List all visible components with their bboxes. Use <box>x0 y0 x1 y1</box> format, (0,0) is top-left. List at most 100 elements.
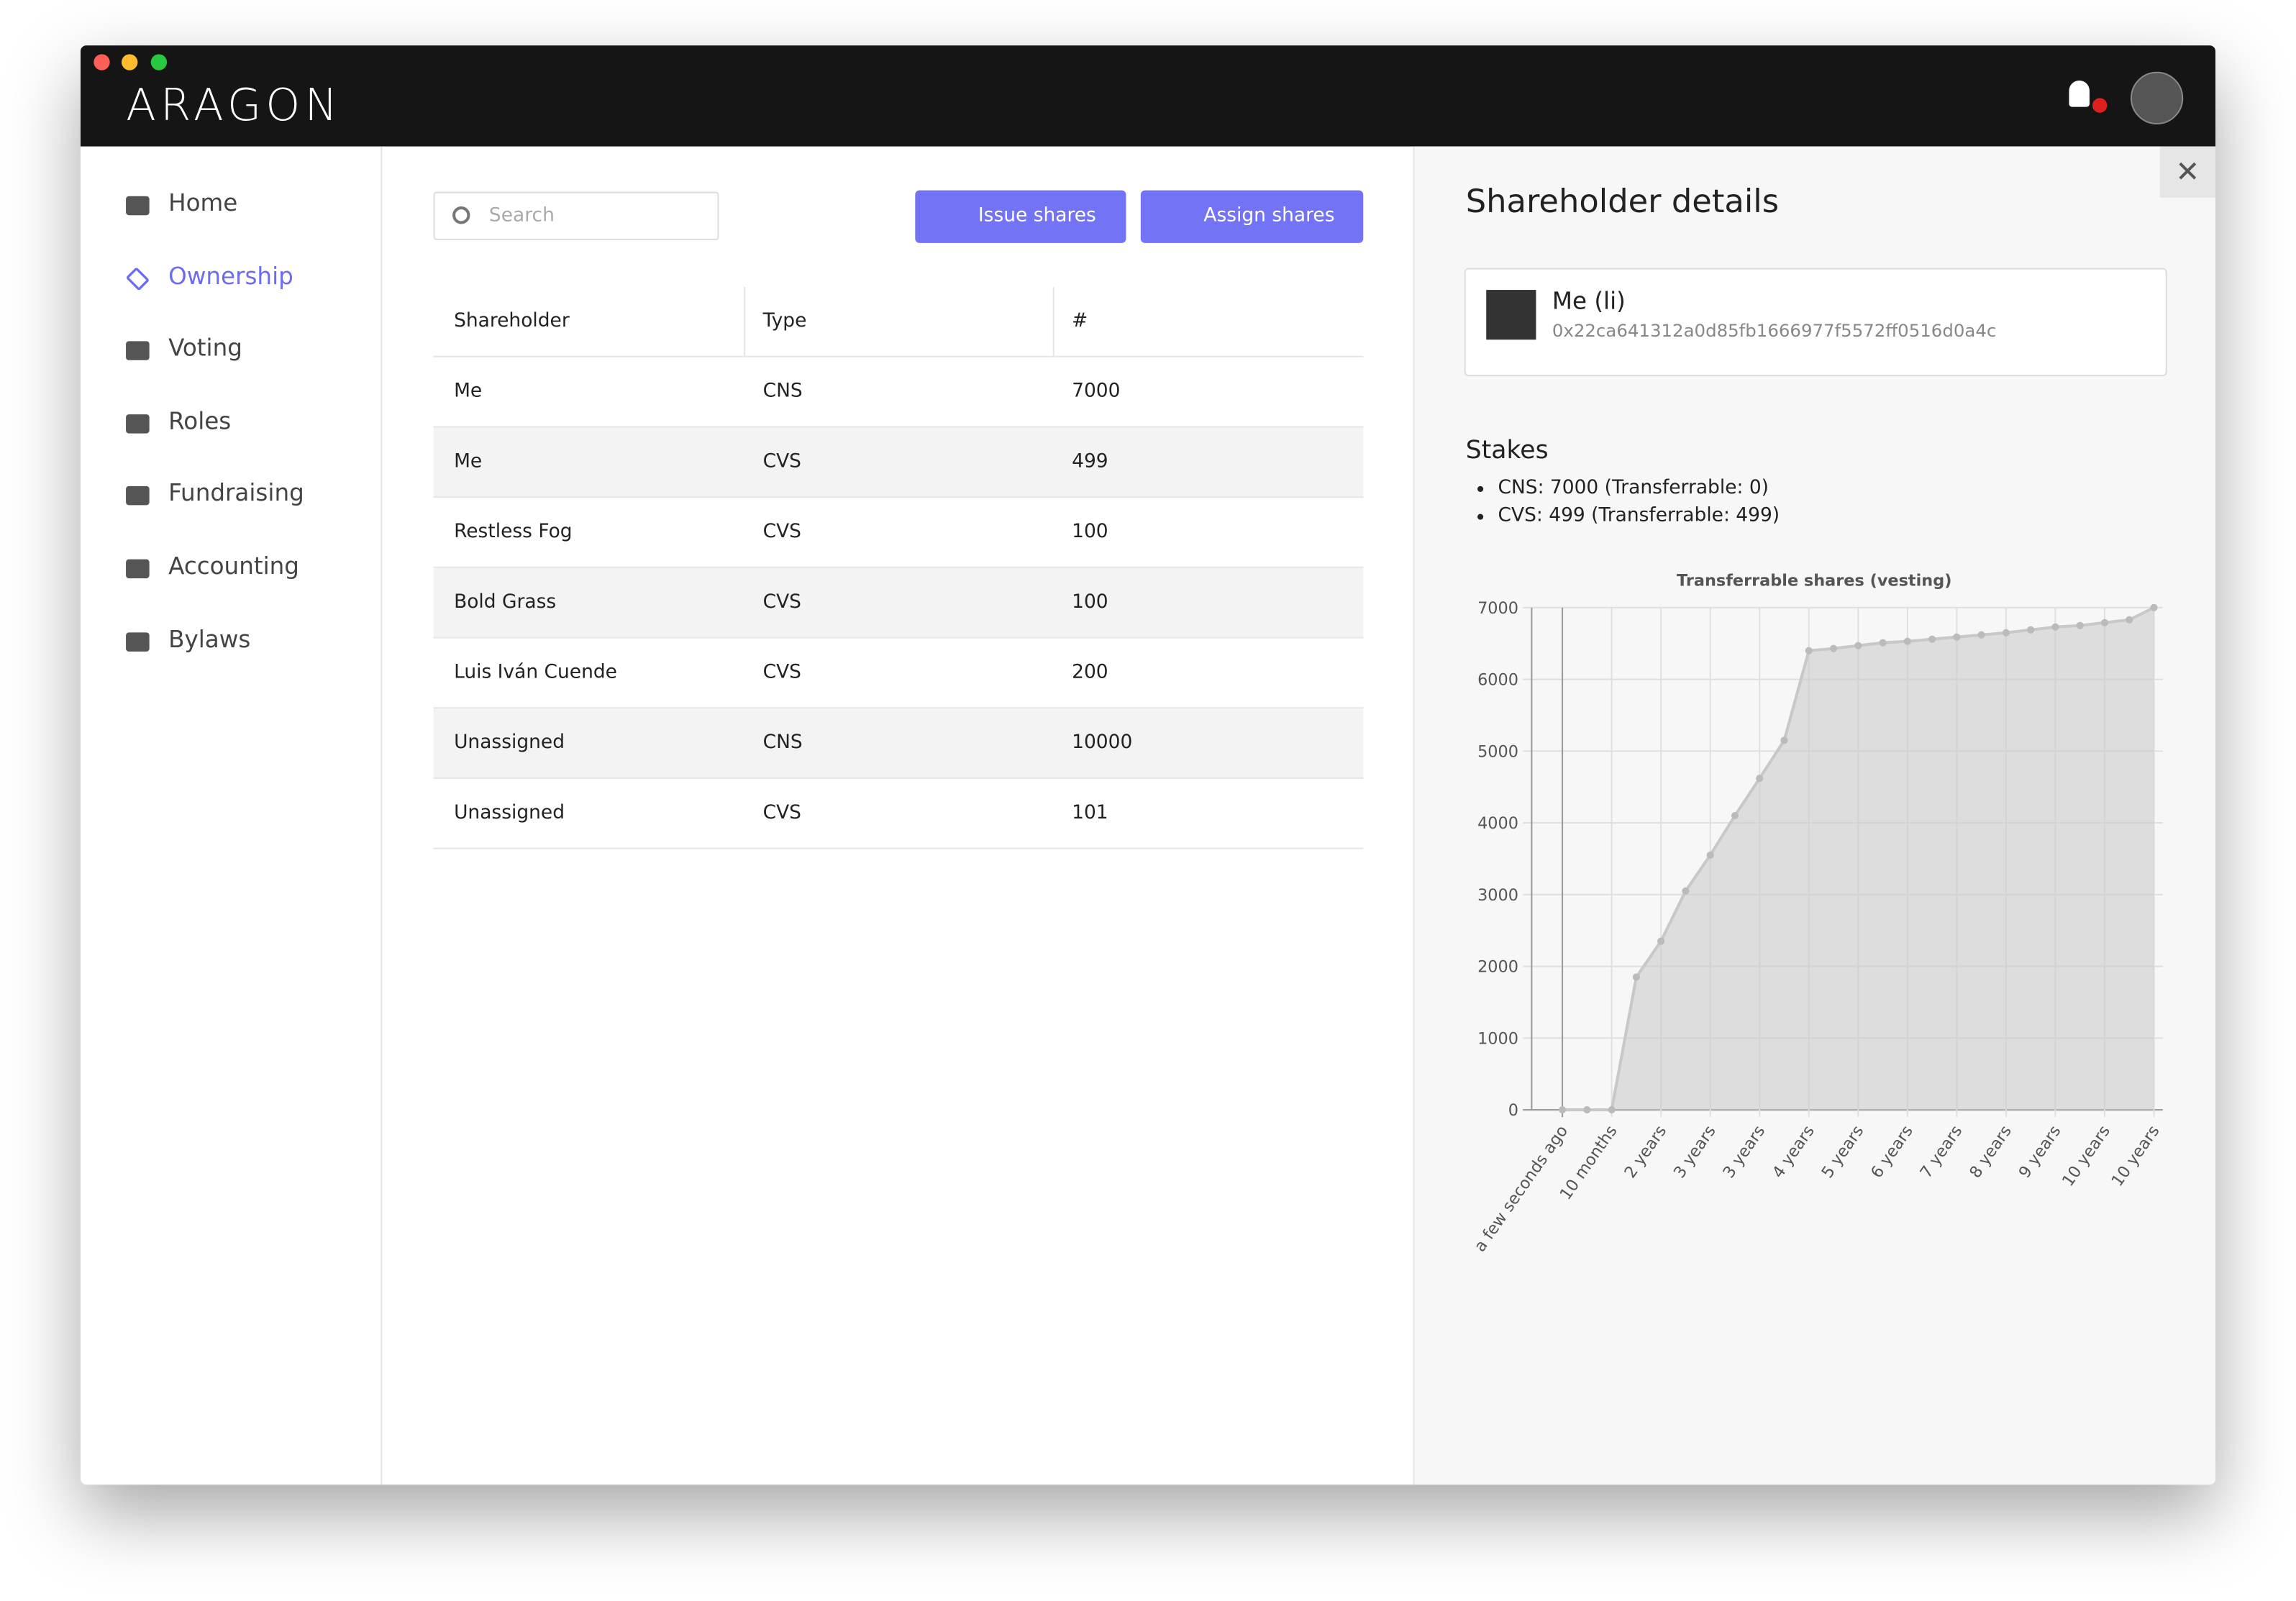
x-tick-label: 4 years <box>1769 1122 1818 1182</box>
search-placeholder: Search <box>488 204 555 227</box>
table-cell: 7000 <box>1072 380 1121 403</box>
table-row[interactable]: Unassigned CNS 10000 <box>433 708 1364 779</box>
table-row[interactable]: Luis Iván Cuende CVS 200 <box>433 639 1364 709</box>
table-cell: CNS <box>762 380 803 403</box>
table-row[interactable]: Restless Fog CVS 100 <box>433 498 1364 568</box>
nav-icon <box>126 486 150 506</box>
point <box>1903 637 1911 645</box>
table-header: Shareholder Type # <box>433 286 1364 357</box>
nav-item[interactable]: Ownership <box>168 261 293 290</box>
table-cell: CVS <box>762 450 802 473</box>
point <box>1731 811 1739 820</box>
card-name: Me (li) <box>1552 286 1626 315</box>
point <box>2002 629 2010 637</box>
shareholder-card: Me (li) 0x22ca641312a0d85fb1666977f5572f… <box>1464 268 2167 377</box>
point <box>2051 623 2059 631</box>
table-cell: CVS <box>762 521 802 544</box>
y-tick-label: 3000 <box>1477 886 1518 905</box>
point <box>1879 639 1887 647</box>
nav-icon <box>126 341 150 361</box>
nav-icon <box>126 414 150 434</box>
sidebar: Home Ownership Voting Roles Fundraising Accou… <box>81 146 383 1485</box>
point <box>2076 621 2084 629</box>
point <box>1682 887 1690 895</box>
point <box>1928 635 1936 643</box>
x-tick-label: 7 years <box>1917 1122 1967 1182</box>
table-cell: CNS <box>762 731 803 754</box>
point <box>1657 937 1665 945</box>
table-cell: Unassigned <box>454 802 565 825</box>
search-box[interactable]: Search <box>433 191 719 240</box>
card-address: 0x22ca641312a0d85fb1666977f5572ff0516d0a… <box>1552 320 1997 342</box>
min-dot[interactable] <box>121 54 138 70</box>
nav-item[interactable]: Home <box>168 188 238 217</box>
x-tick-label: 10 years <box>2059 1122 2114 1190</box>
max-dot[interactable] <box>150 54 168 70</box>
area <box>1562 607 2154 1110</box>
x-tick-label: a few seconds ago <box>1471 1122 1572 1255</box>
point <box>1608 1105 1616 1114</box>
chart-title: Transferrable shares (vesting) <box>1677 571 1951 590</box>
x-tick-label: 3 years <box>1719 1122 1769 1182</box>
stakes-list: CNS: 7000 (Transferrable: 0)CVS: 499 (Tr… <box>1466 475 1780 530</box>
table-cell: CVS <box>762 662 802 684</box>
nav-icon <box>126 196 150 216</box>
x-tick-label: 5 years <box>1818 1122 1867 1182</box>
table-cell: Me <box>454 450 483 473</box>
nav-item[interactable]: Accounting <box>168 552 299 580</box>
table-cell: 101 <box>1072 802 1108 825</box>
point <box>1559 1105 1567 1114</box>
point <box>1706 851 1714 859</box>
assign-button[interactable]: Assign shares <box>1140 190 1364 243</box>
point <box>1854 642 1862 649</box>
stake-item: CVS: 499 (Transferrable: 499) <box>1498 502 1780 530</box>
table-cell: 100 <box>1072 521 1108 544</box>
table-row[interactable]: Unassigned CVS 101 <box>433 779 1364 849</box>
card-avatar <box>1486 290 1536 340</box>
y-tick-label: 7000 <box>1477 599 1518 618</box>
point <box>2027 626 2035 634</box>
bell[interactable] <box>2069 80 2090 107</box>
x-tick-label: 9 years <box>2015 1122 2065 1182</box>
y-tick-label: 1000 <box>1477 1029 1518 1048</box>
stakes-title: Stakes <box>1465 436 1549 466</box>
column-header: Type <box>762 310 807 333</box>
table-cell: CVS <box>762 591 802 614</box>
point <box>2100 619 2109 626</box>
point <box>1805 647 1813 654</box>
nav-item[interactable]: Roles <box>168 406 232 435</box>
y-tick-label: 0 <box>1508 1101 1518 1120</box>
table-row[interactable]: Me CNS 7000 <box>433 357 1364 428</box>
top-bar: ARAGON <box>80 45 2216 147</box>
nav-item[interactable]: Fundraising <box>168 479 304 508</box>
x-tick-label: 2 years <box>1621 1122 1670 1182</box>
y-tick-label: 5000 <box>1477 742 1518 761</box>
nav-icon <box>126 559 150 579</box>
search-icon <box>452 206 470 224</box>
close-dot[interactable] <box>94 54 110 70</box>
nav-item[interactable]: Bylaws <box>168 624 251 653</box>
point <box>1829 644 1838 652</box>
table-cell: 499 <box>1072 450 1108 473</box>
issue-button[interactable]: Issue shares <box>915 190 1126 243</box>
table-cell: Restless Fog <box>454 521 573 544</box>
y-tick-label: 4000 <box>1477 814 1518 833</box>
point <box>1780 736 1788 744</box>
point <box>2126 616 2133 624</box>
table-row[interactable]: Me CVS 499 <box>433 427 1364 498</box>
avatar[interactable] <box>2130 71 2184 125</box>
table-cell: Luis Iván Cuende <box>454 662 617 684</box>
y-tick-label: 6000 <box>1477 671 1518 690</box>
point <box>1953 633 1961 641</box>
bell-badge <box>2092 98 2108 113</box>
close-button[interactable]: ✕ <box>2159 146 2216 198</box>
table-row[interactable]: Bold Grass CVS 100 <box>433 567 1364 639</box>
point <box>1977 631 1985 639</box>
column-header: # <box>1072 310 1088 333</box>
x-tick-label: 6 years <box>1867 1122 1917 1182</box>
column-divider <box>744 286 746 356</box>
table-cell: Unassigned <box>454 731 565 754</box>
logo: ARAGON <box>126 80 342 132</box>
nav-item[interactable]: Voting <box>168 334 242 362</box>
stake-item: CNS: 7000 (Transferrable: 0) <box>1498 475 1780 503</box>
